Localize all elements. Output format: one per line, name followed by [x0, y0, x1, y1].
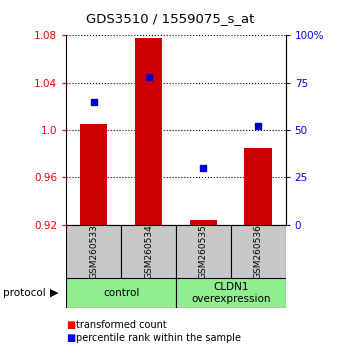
Text: ■: ■	[66, 333, 75, 343]
Bar	[176, 278, 286, 308]
Text: GSM260533: GSM260533	[89, 224, 98, 279]
Bar	[231, 225, 286, 278]
Text: percentile rank within the sample: percentile rank within the sample	[76, 333, 241, 343]
Bar	[121, 225, 176, 278]
Text: GDS3510 / 1559075_s_at: GDS3510 / 1559075_s_at	[86, 12, 254, 25]
Bar	[66, 225, 121, 278]
Text: GSM260535: GSM260535	[199, 224, 208, 279]
Bar	[135, 38, 162, 225]
Text: ■: ■	[66, 320, 75, 330]
Bar	[80, 124, 107, 225]
Bar	[176, 225, 231, 278]
Text: ▶: ▶	[50, 288, 58, 298]
Text: GSM260536: GSM260536	[254, 224, 263, 279]
Bar	[66, 278, 176, 308]
Text: protocol: protocol	[3, 288, 46, 298]
Text: control: control	[103, 288, 139, 298]
Text: CLDN1
overexpression: CLDN1 overexpression	[191, 282, 271, 304]
Text: GSM260534: GSM260534	[144, 224, 153, 279]
Text: transformed count: transformed count	[76, 320, 167, 330]
Bar	[190, 220, 217, 225]
Bar	[244, 148, 272, 225]
